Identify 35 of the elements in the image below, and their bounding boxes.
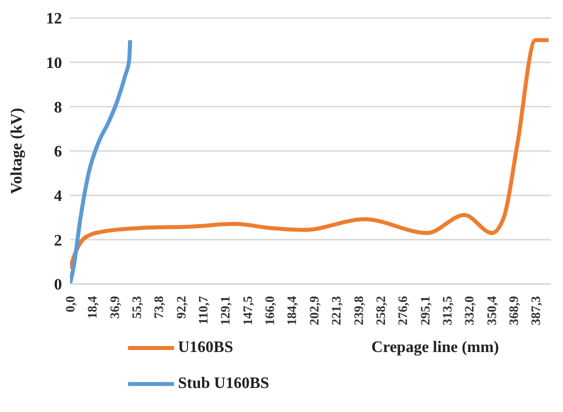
legend-label: Stub U160BS <box>178 375 270 393</box>
y-tick-label: 6 <box>54 144 62 161</box>
x-tick-label: 166,0 <box>262 296 278 326</box>
y-tick-label: 12 <box>46 10 62 28</box>
x-tick-label: 350,4 <box>484 296 499 326</box>
x-tick-label: 258,2 <box>372 296 388 326</box>
x-tick-label: 0,0 <box>62 296 78 312</box>
x-tick-label: 276,6 <box>395 296 410 326</box>
x-tick-label: 18,4 <box>84 296 100 319</box>
x-tick-label: 239,8 <box>350 296 366 326</box>
x-tick-label: 129,1 <box>218 296 233 326</box>
x-tick-label: 110,7 <box>196 296 211 325</box>
x-tick-label: 332,0 <box>462 296 477 326</box>
line-series <box>70 38 551 270</box>
x-tick-label: 36,9 <box>106 296 122 319</box>
y-tick-label: 10 <box>46 55 62 72</box>
x-tick-label: 147,5 <box>240 296 255 326</box>
x-tick-label: 92,2 <box>173 296 188 319</box>
y-tick-label: 0 <box>54 276 62 294</box>
x-tick-label: 387,3 <box>528 296 544 326</box>
x-tick-label: 55,3 <box>129 296 144 319</box>
x-tick-label: 184,4 <box>284 296 300 326</box>
y-tick-label: 2 <box>54 232 62 250</box>
x-tick-label: 73,8 <box>151 296 166 319</box>
x-tick-label: 202,9 <box>306 296 322 326</box>
x-tick-label: 221,3 <box>328 296 344 326</box>
y-tick-label: 8 <box>54 99 62 116</box>
y-axis-title: Voltage (kV) <box>8 108 26 194</box>
x-tick-label: 313,5 <box>439 296 454 326</box>
line-series <box>70 38 132 284</box>
y-tick-label: 4 <box>54 188 62 206</box>
x-axis-title: Crepage line (mm) <box>371 339 499 356</box>
legend-label: U160BS <box>178 339 234 357</box>
x-tick-label: 368,9 <box>506 296 522 326</box>
x-tick-label: 295,1 <box>417 296 432 326</box>
